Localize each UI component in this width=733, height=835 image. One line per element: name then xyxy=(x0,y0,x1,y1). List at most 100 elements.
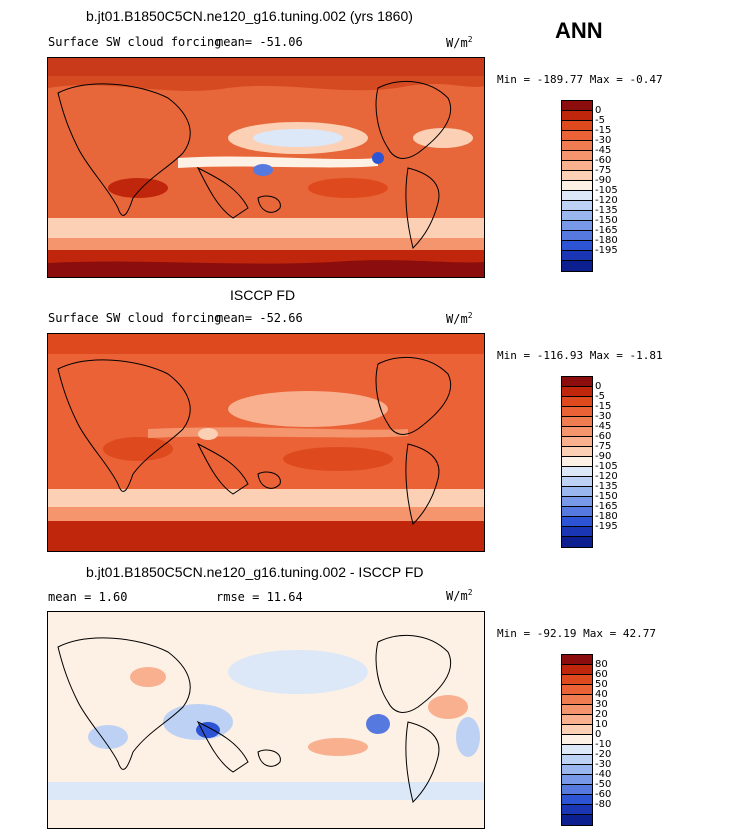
panel3-minmax: Min = -92.19 Max = 42.77 xyxy=(497,627,656,640)
colorbar-swatch xyxy=(562,261,592,271)
colorbar-swatch xyxy=(562,151,592,161)
colorbar-tick-label: -135 xyxy=(595,205,618,216)
panel2-title: ISCCP FD xyxy=(230,287,296,303)
panel3-mean: mean = 1.60 xyxy=(48,590,128,604)
colorbar-tick-label: -165 xyxy=(595,501,618,512)
colorbar-tick-label: -20 xyxy=(595,749,612,760)
colorbar-swatch xyxy=(562,131,592,141)
colorbar-tick-label: -120 xyxy=(595,471,618,482)
colorbar-swatch xyxy=(562,755,592,765)
colorbar-swatch xyxy=(562,695,592,705)
colorbar-tick-label: -165 xyxy=(595,225,618,236)
colorbar-tick-label: -45 xyxy=(595,421,612,432)
colorbar-tick-label: -75 xyxy=(595,441,612,452)
colorbar-tick-label: 50 xyxy=(595,679,608,690)
colorbar-tick-label: -50 xyxy=(595,779,612,790)
colorbar-swatch xyxy=(562,745,592,755)
colorbar-tick-label: -30 xyxy=(595,759,612,770)
colorbar-tick-label: -195 xyxy=(595,521,618,532)
colorbar-swatch xyxy=(562,815,592,825)
colorbar-swatch xyxy=(562,715,592,725)
colorbar-tick-label: -105 xyxy=(595,185,618,196)
colorbar-swatch xyxy=(562,527,592,537)
colorbar-tick-label: -105 xyxy=(595,461,618,472)
panel2-map xyxy=(47,333,485,552)
colorbar-tick-label: -195 xyxy=(595,245,618,256)
colorbar-swatch xyxy=(562,397,592,407)
colorbar-tick-label: 40 xyxy=(595,689,608,700)
colorbar-tick-label: 60 xyxy=(595,669,608,680)
panel2-units: W/m2 xyxy=(446,311,473,326)
colorbar-swatch xyxy=(562,241,592,251)
colorbar-swatch xyxy=(562,517,592,527)
colorbar-tick-label: -135 xyxy=(595,481,618,492)
colorbar-tick-label: -180 xyxy=(595,235,618,246)
colorbar-tick-label: -60 xyxy=(595,431,612,442)
colorbar-tick-label: -180 xyxy=(595,511,618,522)
colorbar-tick-label: -40 xyxy=(595,769,612,780)
colorbar-swatch xyxy=(562,211,592,221)
colorbar-swatch xyxy=(562,675,592,685)
colorbar-tick-label: -80 xyxy=(595,799,612,810)
panel2-map-plot xyxy=(48,334,484,551)
colorbar-swatch xyxy=(562,251,592,261)
colorbar-swatch xyxy=(562,765,592,775)
colorbar-tick-label: -5 xyxy=(595,391,605,402)
colorbar-tick-label: -60 xyxy=(595,155,612,166)
colorbar-swatch xyxy=(562,467,592,477)
panel1-minmax: Min = -189.77 Max = -0.47 xyxy=(497,73,663,86)
panel1-colorbar xyxy=(561,100,593,272)
colorbar-tick-label: -60 xyxy=(595,789,612,800)
panel1-units: W/m2 xyxy=(446,35,473,50)
colorbar-swatch xyxy=(562,795,592,805)
colorbar-swatch xyxy=(562,171,592,181)
colorbar-tick-label: -15 xyxy=(595,401,612,412)
panel3-map xyxy=(47,611,485,829)
season-label: ANN xyxy=(555,18,603,43)
colorbar-swatch xyxy=(562,805,592,815)
colorbar-swatch xyxy=(562,417,592,427)
colorbar-swatch xyxy=(562,507,592,517)
colorbar-swatch xyxy=(562,141,592,151)
panel2-colorbar xyxy=(561,376,593,548)
colorbar-tick-label: -30 xyxy=(595,135,612,146)
colorbar-tick-label: -90 xyxy=(595,175,612,186)
colorbar-swatch xyxy=(562,685,592,695)
figure-title: b.jt01.B1850C5CN.ne120_g16.tuning.002 (y… xyxy=(86,8,413,24)
colorbar-swatch xyxy=(562,181,592,191)
colorbar-tick-label: -120 xyxy=(595,195,618,206)
colorbar-swatch xyxy=(562,437,592,447)
colorbar-swatch xyxy=(562,457,592,467)
panel3-colorbar xyxy=(561,654,593,826)
colorbar-swatch xyxy=(562,735,592,745)
panel1-map xyxy=(47,57,485,278)
colorbar-tick-label: -150 xyxy=(595,215,618,226)
colorbar-tick-label: -15 xyxy=(595,125,612,136)
panel1-mean: mean= -51.06 xyxy=(216,35,303,49)
colorbar-swatch xyxy=(562,407,592,417)
colorbar-swatch xyxy=(562,665,592,675)
panel3-map-plot xyxy=(48,612,484,828)
colorbar-tick-label: -30 xyxy=(595,411,612,422)
colorbar-tick-label: -5 xyxy=(595,115,605,126)
panel2-subtitle: Surface SW cloud forcing xyxy=(48,311,222,325)
colorbar-tick-label: -150 xyxy=(595,491,618,502)
colorbar-swatch xyxy=(562,387,592,397)
panel1-subtitle: Surface SW cloud forcing xyxy=(48,35,222,49)
panel3-title: b.jt01.B1850C5CN.ne120_g16.tuning.002 - … xyxy=(86,564,424,580)
colorbar-tick-label: 0 xyxy=(595,105,602,116)
colorbar-swatch xyxy=(562,201,592,211)
colorbar-tick-label: 20 xyxy=(595,709,608,720)
colorbar-tick-label: -75 xyxy=(595,165,612,176)
colorbar-swatch xyxy=(562,191,592,201)
colorbar-swatch xyxy=(562,705,592,715)
colorbar-swatch xyxy=(562,537,592,547)
colorbar-swatch xyxy=(562,477,592,487)
colorbar-swatch xyxy=(562,221,592,231)
colorbar-swatch xyxy=(562,121,592,131)
panel2-minmax: Min = -116.93 Max = -1.81 xyxy=(497,349,663,362)
colorbar-tick-label: 0 xyxy=(595,381,602,392)
panel3-rmse: rmse = 11.64 xyxy=(216,590,303,604)
colorbar-tick-label: -90 xyxy=(595,451,612,462)
colorbar-tick-label: -45 xyxy=(595,145,612,156)
